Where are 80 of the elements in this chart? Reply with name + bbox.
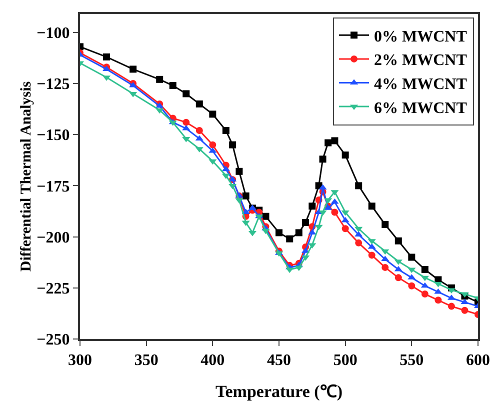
- point: [324, 198, 332, 204]
- point: [434, 288, 442, 294]
- point: [382, 264, 389, 271]
- point: [355, 239, 362, 246]
- point: [394, 237, 402, 244]
- x-tick-label: 300: [68, 352, 92, 370]
- point: [235, 198, 244, 204]
- x-axis-title: Temperature (℃): [215, 382, 343, 401]
- point: [103, 53, 110, 60]
- point: [324, 139, 332, 146]
- y-tick-label: −225: [36, 280, 70, 298]
- point: [331, 208, 338, 216]
- point: [382, 221, 389, 228]
- point: [421, 266, 428, 273]
- point: [209, 110, 216, 118]
- legend-label: 0% MWCNT: [374, 28, 468, 46]
- point: [182, 124, 190, 130]
- point: [408, 282, 416, 290]
- point: [129, 92, 138, 98]
- point: [156, 108, 164, 114]
- point: [461, 306, 468, 314]
- x-tick-label: 600: [466, 352, 490, 370]
- point: [381, 249, 390, 255]
- point: [302, 218, 310, 226]
- point: [228, 184, 237, 190]
- y-tick-label: −200: [36, 229, 70, 246]
- point: [394, 274, 402, 282]
- y-tick-label: −250: [36, 332, 70, 349]
- point: [208, 147, 217, 153]
- point: [368, 202, 376, 210]
- x-tick-label: 500: [333, 352, 358, 370]
- point: [434, 296, 442, 304]
- point: [209, 141, 216, 148]
- y-tick-label: −125: [36, 76, 70, 94]
- y-axis-title: Differential Thermal Analysis: [18, 81, 35, 272]
- y-tick-label: −150: [36, 127, 70, 144]
- point: [420, 282, 429, 288]
- point: [242, 192, 250, 200]
- x-tick-label: 550: [400, 352, 424, 370]
- point: [319, 156, 326, 163]
- legend-label: 4% MWCNT: [374, 76, 468, 93]
- point: [408, 254, 416, 261]
- point: [182, 136, 190, 142]
- point: [354, 226, 363, 232]
- point: [196, 100, 203, 108]
- point: [341, 216, 350, 222]
- point: [308, 202, 316, 210]
- point: [286, 235, 294, 242]
- point: [229, 141, 236, 148]
- point: [208, 159, 217, 165]
- x-tick-label: 400: [200, 352, 225, 370]
- point: [156, 76, 164, 83]
- point: [222, 127, 230, 134]
- point: [222, 166, 230, 172]
- y-tick-label: −175: [36, 178, 70, 196]
- point: [169, 82, 176, 90]
- point: [182, 90, 190, 98]
- point: [368, 252, 376, 259]
- x-tick-label: 450: [267, 352, 291, 370]
- point: [314, 224, 323, 230]
- point: [236, 168, 243, 175]
- y-tick-label: −100: [36, 25, 70, 42]
- point: [262, 212, 270, 220]
- x-tick-label: 350: [134, 352, 158, 370]
- point: [295, 229, 302, 236]
- point: [342, 225, 349, 232]
- point: [420, 276, 429, 282]
- point: [355, 182, 362, 190]
- point: [130, 66, 137, 73]
- point: [276, 229, 282, 236]
- point: [421, 290, 428, 298]
- point: [381, 256, 390, 262]
- legend-label: 6% MWCNT: [374, 100, 468, 117]
- point: [262, 228, 270, 234]
- legend-label: 2% MWCNT: [374, 52, 468, 70]
- point: [448, 302, 455, 310]
- point: [342, 152, 349, 159]
- point: [196, 127, 203, 134]
- point: [182, 118, 190, 126]
- point: [331, 137, 338, 144]
